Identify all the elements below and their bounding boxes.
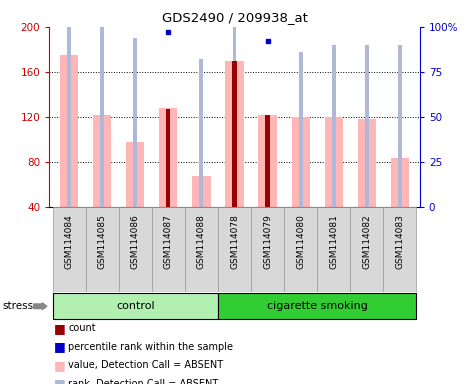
Bar <box>299 52 303 207</box>
Bar <box>265 115 270 207</box>
Bar <box>317 207 350 292</box>
Bar <box>159 108 177 207</box>
Bar <box>251 207 284 292</box>
Text: cigarette smoking: cigarette smoking <box>267 301 368 311</box>
Bar <box>152 207 185 292</box>
Text: GSM114083: GSM114083 <box>395 214 404 269</box>
Text: GSM114082: GSM114082 <box>363 214 371 269</box>
Bar <box>100 27 104 207</box>
Bar <box>258 115 277 207</box>
Bar <box>53 293 218 319</box>
Bar <box>166 109 171 207</box>
Text: rank, Detection Call = ABSENT: rank, Detection Call = ABSENT <box>68 379 218 384</box>
Bar <box>60 55 78 207</box>
Bar <box>232 61 237 207</box>
Text: ■: ■ <box>54 322 66 335</box>
Bar <box>332 45 336 207</box>
Bar <box>292 117 310 207</box>
Title: GDS2490 / 209938_at: GDS2490 / 209938_at <box>161 11 308 24</box>
Text: stress: stress <box>2 301 33 311</box>
Text: GSM114081: GSM114081 <box>329 214 338 269</box>
Text: GSM114088: GSM114088 <box>197 214 206 269</box>
Bar <box>218 293 416 319</box>
Bar <box>383 207 416 292</box>
Bar <box>365 45 369 207</box>
Bar <box>391 158 409 207</box>
Bar <box>67 9 71 207</box>
Bar <box>185 207 218 292</box>
Text: GSM114087: GSM114087 <box>164 214 173 269</box>
Bar <box>93 115 111 207</box>
Bar <box>218 207 251 292</box>
Text: count: count <box>68 323 96 333</box>
Bar <box>133 38 137 207</box>
Text: value, Detection Call = ABSENT: value, Detection Call = ABSENT <box>68 360 223 370</box>
Bar <box>119 207 152 292</box>
Bar <box>233 12 236 207</box>
Text: GSM114079: GSM114079 <box>263 214 272 269</box>
Text: control: control <box>116 301 155 311</box>
Text: percentile rank within the sample: percentile rank within the sample <box>68 342 233 352</box>
Bar <box>358 119 376 207</box>
Bar <box>284 207 317 292</box>
Bar <box>398 45 402 207</box>
Text: GSM114078: GSM114078 <box>230 214 239 269</box>
Bar <box>226 61 243 207</box>
Bar <box>350 207 383 292</box>
Text: ■: ■ <box>54 377 66 384</box>
Text: GSM114085: GSM114085 <box>98 214 106 269</box>
Text: GSM114084: GSM114084 <box>65 214 74 269</box>
Bar <box>199 60 204 207</box>
Bar <box>86 207 119 292</box>
Text: GSM114086: GSM114086 <box>131 214 140 269</box>
Bar <box>325 117 343 207</box>
Text: GSM114080: GSM114080 <box>296 214 305 269</box>
Text: ■: ■ <box>54 340 66 353</box>
Bar <box>53 207 86 292</box>
Text: ■: ■ <box>54 359 66 372</box>
Bar <box>192 176 211 207</box>
Bar <box>126 142 144 207</box>
